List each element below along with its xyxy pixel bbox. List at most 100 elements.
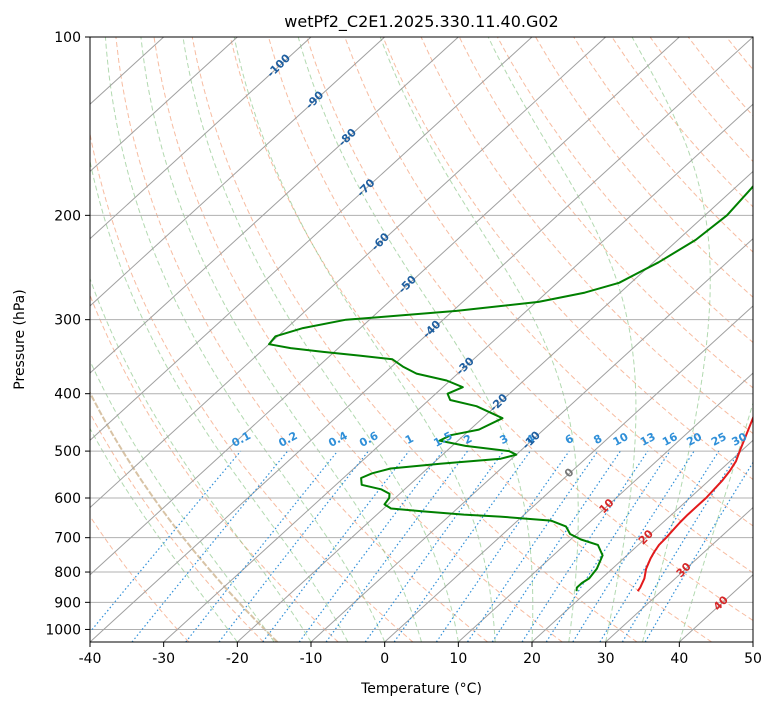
mixing-ratio-line: [435, 450, 570, 642]
isotherm-gridline: [90, 37, 459, 374]
axes: -40 -30 -20 -10 0 10 20 30 40 5010020030040050060…: [45, 30, 762, 667]
moist-adiabat-line: [90, 277, 312, 642]
moist-adiabat-line: [90, 158, 349, 642]
dry-adiabat-line: [535, 37, 753, 298]
reference-curve: [90, 390, 279, 642]
y-tick-label: 100: [54, 30, 81, 46]
dry-adiabat-line: [496, 37, 753, 344]
isotherm-gridline: [90, 37, 607, 509]
mixing-ratio-label: 1: [403, 432, 416, 447]
mixing-ratio-line: [131, 450, 289, 642]
mixing-ratio-label: 0.1: [230, 429, 253, 450]
mixing-ratio-line: [621, 450, 740, 642]
dry-adiabat-line: [90, 131, 414, 642]
mixing-ratio-line: [545, 450, 671, 642]
dry-adiabat-line: [687, 37, 753, 117]
mixing-ratio-line: [262, 450, 410, 642]
x-tick-label: 50: [744, 651, 762, 667]
dry-adiabat-line: [649, 37, 753, 163]
dry-adiabat-line: [306, 37, 753, 574]
y-axis-label: Pressure (hPa): [12, 289, 28, 389]
moist-adiabat-line: [182, 37, 459, 642]
y-tick-label: 900: [54, 595, 81, 611]
x-axis-label: Temperature (°C): [360, 681, 482, 697]
background-lines: [90, 37, 775, 642]
mixing-ratio-line: [466, 450, 599, 642]
moist-adiabat-line: [678, 401, 753, 642]
y-tick-label: 700: [54, 531, 81, 547]
mixing-ratio-label: 6: [563, 432, 576, 447]
isotherm-gridline: [531, 439, 753, 642]
mixing-ratio-label: 16: [660, 430, 680, 449]
dry-adiabat-line: [344, 37, 753, 527]
isotherm-gridline: [90, 37, 238, 173]
x-tick-label: 20: [523, 651, 541, 667]
moist-adiabat-line: [379, 37, 579, 642]
x-tick-label: -40: [79, 651, 102, 667]
x-tick-label: 0: [380, 651, 389, 667]
isotherm-gridline: [605, 506, 753, 642]
moist-adiabat-line: [90, 427, 238, 642]
mixing-ratio-line: [325, 450, 468, 642]
dry-adiabat-line: [115, 37, 488, 642]
moist-adiabat-line: [233, 37, 496, 642]
mixing-ratio-line: [521, 450, 649, 642]
moist-adiabat-line: [487, 37, 637, 642]
mixing-ratio-line: [393, 450, 531, 642]
mixing-ratio-line: [364, 450, 505, 642]
isotherm-gridline: [90, 37, 386, 307]
dry-adiabat-line: [765, 37, 775, 642]
isotherm-gridline: [90, 37, 680, 576]
y-tick-label: 200: [54, 208, 81, 224]
mixing-ratio-line: [218, 450, 369, 642]
mixing-ratio-line: [491, 450, 621, 642]
dry-adiabat-line: [153, 37, 563, 642]
dry-adiabat-line: [268, 37, 753, 622]
isotherm-gridline: [752, 641, 753, 642]
isotherm-gridline: [236, 170, 753, 642]
moist-adiabat-line: [297, 37, 534, 642]
mixing-ratio-label: 8: [591, 432, 604, 447]
mixing-ratio-label: 0.2: [276, 429, 299, 450]
y-tick-label: 400: [54, 387, 81, 403]
mixing-ratio-line: [185, 450, 339, 642]
dry-adiabat-line: [726, 37, 753, 71]
plot-frame: [89, 36, 754, 643]
isotherm-gridline: [457, 372, 753, 642]
mixing-ratio-label: 10: [611, 430, 631, 449]
mixing-ratio-label: 0.4: [326, 429, 350, 450]
y-tick-label: 500: [54, 444, 81, 460]
x-tick-label: 40: [670, 651, 688, 667]
x-tick-label: 10: [449, 651, 467, 667]
moist-adiabat-line: [140, 37, 422, 642]
y-tick-label: 600: [54, 491, 81, 507]
dry-adiabat-line: [573, 37, 753, 253]
y-tick-label: 300: [54, 313, 81, 329]
dry-adiabat-line: [420, 37, 753, 435]
dry-adiabat-line: [611, 37, 753, 208]
temperature-line: [636, 415, 753, 592]
isotherm-gridline: [90, 37, 753, 642]
dry-adiabat-line: [229, 37, 712, 642]
mixing-ratio-label: 3: [498, 432, 511, 447]
moist-adiabat-line: [104, 37, 386, 642]
x-tick-label: -10: [300, 651, 323, 667]
mixing-ratio-line: [572, 450, 695, 642]
mixing-ratio-label: 20: [684, 430, 704, 449]
mixing-ratio-label: 30: [730, 430, 750, 449]
mixing-ratio-line: [298, 450, 444, 642]
dry-adiabat-line: [90, 515, 190, 642]
dewpoint-line: [268, 184, 753, 592]
x-tick-label: -30: [152, 651, 175, 667]
isotherm-gridline: [384, 305, 753, 642]
mixing-ratio-label: 13: [638, 430, 658, 449]
isotherm-label: -100: [264, 51, 293, 80]
y-tick-label: 800: [54, 565, 81, 581]
profile-lines: [268, 184, 753, 592]
y-tick-label: 1000: [45, 622, 81, 638]
x-tick-label: 30: [597, 651, 615, 667]
dry-adiabat-line: [382, 37, 753, 481]
isotherm-gridline: [90, 37, 312, 240]
x-tick-label: -20: [226, 651, 249, 667]
